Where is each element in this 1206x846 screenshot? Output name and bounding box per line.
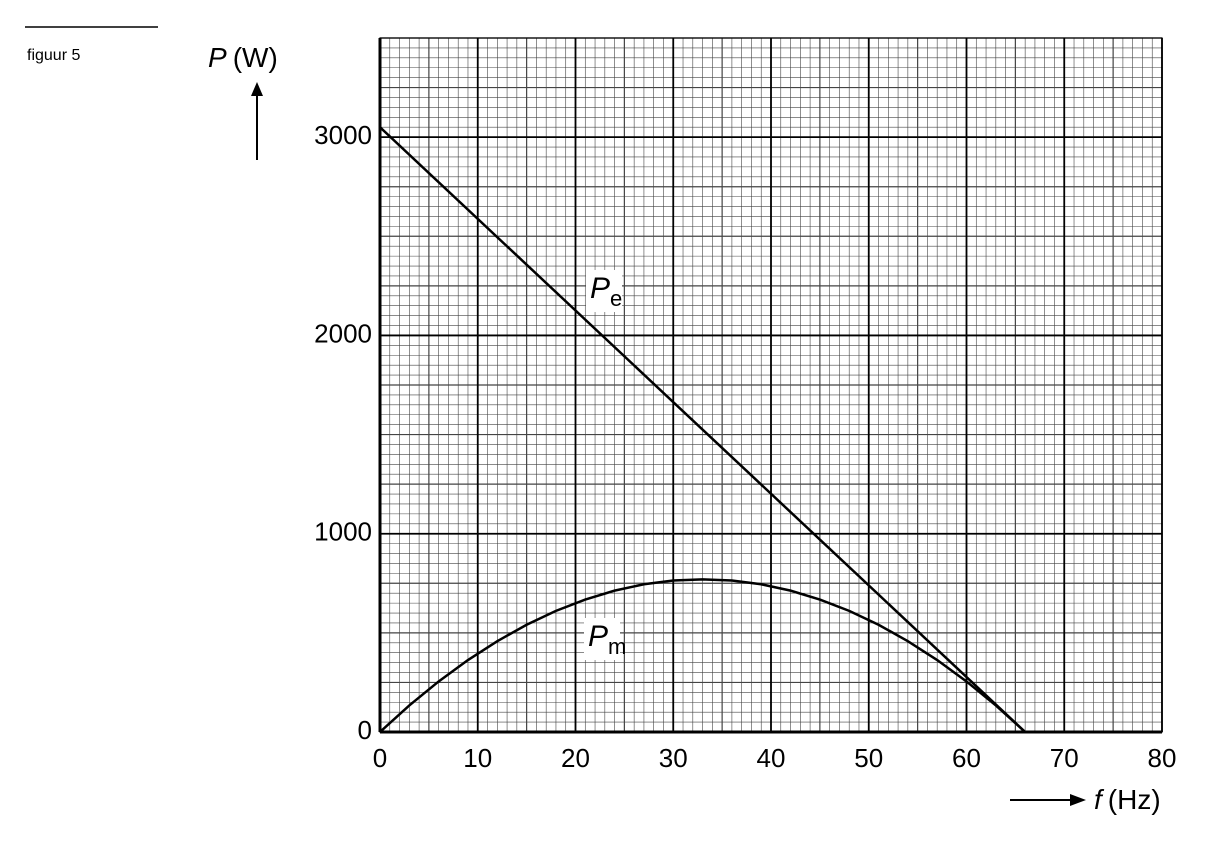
- x-tick-label: 40: [757, 743, 786, 773]
- x-tick-label: 50: [854, 743, 883, 773]
- series-name: P: [590, 272, 610, 305]
- data-line: [379, 578, 1026, 733]
- series-subscript: e: [610, 286, 622, 311]
- x-tick-label: 20: [561, 743, 590, 773]
- y-tick-label: 3000: [314, 120, 372, 150]
- y-tick-label: 0: [358, 715, 372, 745]
- x-tick-label: 10: [463, 743, 492, 773]
- x-axis-label: f (Hz): [1094, 784, 1161, 815]
- data-line: [379, 126, 1027, 733]
- series-label-bg: [586, 270, 622, 312]
- x-tick-label: 70: [1050, 743, 1079, 773]
- x-tick-label: 30: [659, 743, 688, 773]
- series-subscript: m: [608, 634, 626, 659]
- x-arrow: [1010, 794, 1086, 806]
- plot-frame: [379, 37, 1163, 733]
- figure-label: figuur 5: [27, 47, 80, 64]
- x-tick-label: 0: [373, 743, 387, 773]
- y-tick-label: 2000: [314, 318, 372, 348]
- y-arrow: [251, 82, 263, 160]
- series-label: Pe: [590, 272, 622, 311]
- y-tick-label: 1000: [314, 517, 372, 547]
- x-tick-label: 80: [1148, 743, 1177, 773]
- series-label: Pm: [588, 620, 626, 659]
- series-label-bg: [584, 618, 620, 660]
- y-axis-label: P (W): [208, 42, 278, 73]
- x-tick-label: 60: [952, 743, 981, 773]
- series-name: P: [588, 620, 608, 653]
